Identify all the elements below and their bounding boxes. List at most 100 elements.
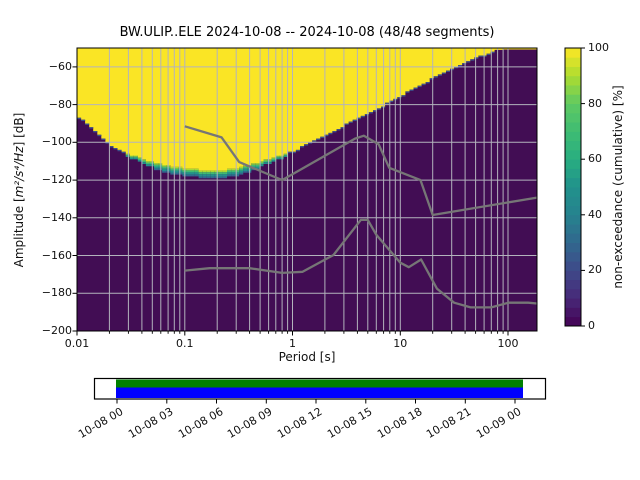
- colorbar-step: [565, 261, 581, 271]
- colorbar-label: non-exceedance (cumulative) [%]: [611, 85, 625, 289]
- histogram-transition-band: [251, 163, 256, 165]
- y-tick-label: −60: [48, 59, 72, 73]
- histogram-transition-band: [429, 78, 434, 80]
- histogram-transition-band: [300, 146, 305, 148]
- histogram-transition-band: [137, 157, 142, 159]
- colorbar-tick-label: 80: [588, 96, 602, 110]
- colorbar-step: [565, 224, 581, 234]
- colorbar-step: [565, 251, 581, 262]
- histogram-transition-band: [328, 132, 333, 135]
- x-tick-label: 100: [497, 337, 519, 350]
- histogram-transition-band: [308, 142, 313, 144]
- histogram-transition-band: [137, 158, 142, 160]
- colorbar-step: [565, 298, 581, 308]
- histogram-transition-band: [486, 53, 491, 56]
- colorbar-step: [565, 316, 581, 327]
- histogram-transition-band: [283, 154, 288, 156]
- histogram-transition-band: [377, 108, 382, 110]
- histogram-transition-band: [137, 160, 142, 162]
- histogram-transition-band: [267, 159, 272, 161]
- histogram-transition-band: [243, 171, 248, 173]
- colorbar-step: [565, 307, 581, 318]
- histogram-transition-band: [178, 168, 183, 171]
- histogram-transition-band: [198, 176, 203, 179]
- histogram-transition-band: [218, 170, 223, 173]
- y-tick-label: −200: [41, 324, 72, 337]
- histogram-transition-band: [194, 172, 199, 175]
- histogram-transition-band: [364, 114, 369, 116]
- histogram-transition-band: [162, 168, 167, 171]
- colorbar-step: [565, 94, 581, 104]
- histogram-transition-band: [223, 176, 228, 179]
- histogram-transition-band: [202, 170, 207, 173]
- histogram-transition-band: [198, 174, 203, 177]
- histogram-transition-band: [287, 151, 292, 154]
- histogram-transition-band: [275, 156, 280, 158]
- colorbar-step: [565, 57, 581, 67]
- histogram-transition-band: [190, 168, 195, 171]
- histogram-transition-band: [154, 164, 159, 167]
- histogram-transition-band: [202, 172, 207, 175]
- x-tick-label: 1: [289, 337, 296, 350]
- histogram-transition-band: [239, 168, 244, 171]
- histogram-transition-band: [125, 153, 130, 155]
- histogram-transition-band: [344, 123, 349, 125]
- histogram-transition-band: [206, 170, 211, 173]
- histogram-transition-band: [121, 151, 126, 154]
- colorbar-step: [565, 233, 581, 243]
- histogram-transition-band: [385, 102, 390, 105]
- noise-model-curve-nlnm: [184, 218, 537, 309]
- histogram-transition-band: [263, 162, 268, 164]
- histogram-transition-band: [202, 176, 207, 179]
- histogram-transition-band: [231, 174, 236, 177]
- histogram-transition-band: [243, 168, 248, 171]
- histogram-transition-band: [235, 172, 240, 175]
- histogram-transition-band: [332, 131, 337, 133]
- histogram-transition-band: [190, 170, 195, 173]
- histogram-transition-band: [141, 160, 146, 163]
- histogram-transition-band: [251, 164, 256, 167]
- histogram-transition-band: [235, 174, 240, 177]
- histogram-transition-band: [397, 97, 402, 99]
- histogram-transition-band: [348, 121, 353, 123]
- histogram-transition-band: [259, 161, 264, 163]
- histogram-transition-band: [218, 174, 223, 177]
- histogram-transition-band: [141, 159, 146, 161]
- histogram-transition-band: [145, 164, 150, 167]
- histogram-transition-band: [162, 165, 167, 167]
- histogram-transition-band: [174, 168, 179, 171]
- histogram-transition-band: [109, 146, 114, 148]
- y-tick-label: −160: [41, 248, 72, 262]
- histogram-transition-band: [145, 162, 150, 165]
- histogram-transition-band: [255, 163, 260, 165]
- histogram-transition-band: [170, 168, 175, 171]
- colorbar-step: [565, 112, 581, 123]
- histogram-transition-band: [129, 156, 134, 158]
- histogram-transition-band: [198, 170, 203, 173]
- histogram-transition-band: [194, 168, 199, 171]
- histogram-transition-band: [413, 87, 418, 89]
- colorbar-step: [565, 75, 581, 86]
- histogram-transition-band: [117, 149, 122, 152]
- y-tick-label: −80: [48, 97, 72, 111]
- histogram-transition-band: [231, 172, 236, 175]
- histogram-transition-band: [186, 172, 191, 175]
- timeline-coverage-bar-bottom: [116, 387, 523, 398]
- histogram-transition-band: [158, 168, 163, 171]
- histogram-transition-band: [154, 163, 159, 165]
- histogram-transition-band: [206, 176, 211, 179]
- histogram-transition-band: [316, 138, 321, 140]
- histogram-transition-band: [263, 159, 268, 161]
- colorbar-step: [565, 279, 581, 290]
- histogram-transition-band: [162, 171, 167, 173]
- colorbar-tick-label: 20: [588, 263, 602, 277]
- histogram-transition-band: [320, 136, 325, 139]
- histogram-transition-band: [291, 151, 296, 154]
- histogram-transition-band: [145, 161, 150, 163]
- histogram-transition-band: [251, 168, 256, 171]
- histogram-transition-band: [368, 112, 373, 114]
- histogram-transition-band: [324, 134, 329, 137]
- histogram-transition-band: [113, 148, 118, 150]
